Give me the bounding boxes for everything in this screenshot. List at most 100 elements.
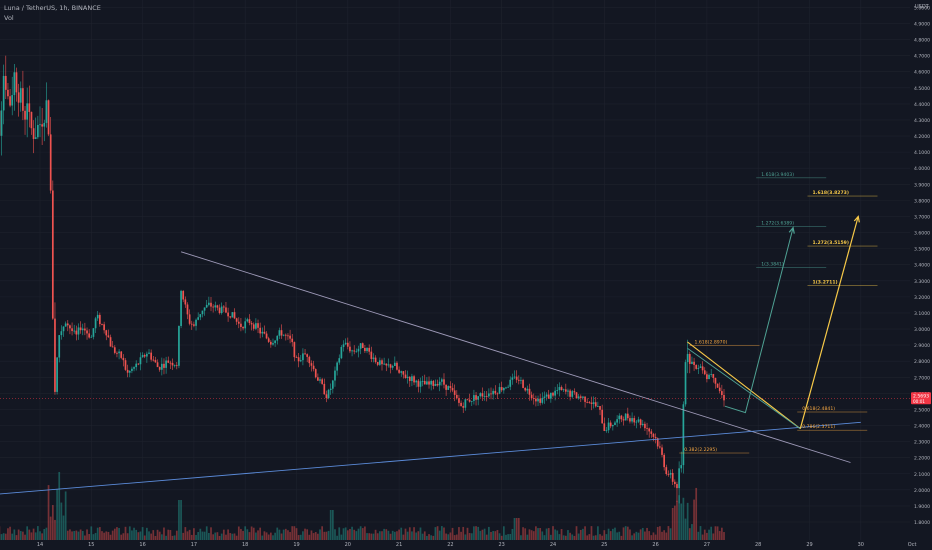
wedge-lower-line[interactable] <box>687 347 801 430</box>
volume-bar <box>530 530 533 540</box>
volume-bar <box>498 533 501 540</box>
volume-bar <box>259 527 262 540</box>
candle-body <box>105 330 108 336</box>
yellow-projection-arrow[interactable] <box>799 216 859 429</box>
volume-bar <box>4 533 7 540</box>
symbol-title[interactable]: Luna / TetherUS, 1h, BINANCE <box>4 4 101 12</box>
candle-body <box>419 381 422 387</box>
price-tick: 2.2000 <box>914 456 930 462</box>
candle-body <box>51 190 54 319</box>
candle-body <box>492 390 494 395</box>
volume-bar <box>691 524 693 540</box>
candle-body <box>353 350 356 352</box>
candle-body <box>509 379 512 387</box>
candle-body <box>697 367 700 369</box>
upper-trendline[interactable] <box>180 251 851 463</box>
candle-body <box>77 327 80 335</box>
volume-bar <box>64 491 67 540</box>
candle-body <box>408 376 411 382</box>
volume-bar <box>118 527 120 540</box>
volume-bar <box>124 526 127 540</box>
candle-body <box>302 353 304 361</box>
candle-body <box>109 337 112 347</box>
volume-bar <box>205 526 208 540</box>
candle-body <box>137 363 140 365</box>
volume-bar <box>225 534 227 540</box>
volume-bar <box>208 532 210 540</box>
volume-bar <box>43 529 46 540</box>
candle-body <box>0 110 3 136</box>
time-tick: 28 <box>755 542 761 548</box>
time-tick: Oct <box>908 542 917 548</box>
volume-bar <box>295 528 298 540</box>
volume-bar <box>616 532 618 540</box>
time-tick: 20 <box>345 542 351 548</box>
drawings[interactable] <box>0 215 910 498</box>
volume-bar <box>554 529 556 540</box>
price-tick: 3.6000 <box>914 231 930 237</box>
volume-bar <box>370 533 373 540</box>
wedge-upper-line[interactable] <box>687 341 801 430</box>
volume-bar <box>9 526 11 540</box>
time-tick: 27 <box>704 542 710 548</box>
candle-body <box>327 389 330 399</box>
volume-bar <box>697 531 700 540</box>
candle-body <box>94 318 97 329</box>
candle-body <box>111 346 114 348</box>
candle-body <box>494 390 497 394</box>
price-tick: 4.7000 <box>914 54 930 60</box>
volume-bar <box>160 534 163 540</box>
candle-body <box>287 335 289 337</box>
volume-bar <box>573 535 576 540</box>
volume-bar <box>293 526 296 540</box>
candle-body <box>267 338 270 342</box>
volume-bar <box>652 532 655 540</box>
candle-body <box>455 394 458 399</box>
candle-body <box>567 390 569 392</box>
candle-body <box>656 438 659 447</box>
candle-body <box>346 342 349 347</box>
fib-label: 0.618(2.4841) <box>802 406 835 412</box>
candle-body <box>552 392 554 396</box>
volume-bar <box>180 500 182 540</box>
volume-bar <box>111 530 114 540</box>
volume-bar <box>676 500 678 540</box>
lower-trendline[interactable] <box>0 421 861 498</box>
candle-body <box>45 100 48 123</box>
price-tick: 4.5000 <box>914 86 930 92</box>
candle-body <box>496 393 499 395</box>
volume-bar <box>453 535 456 540</box>
volume-bar <box>28 529 31 540</box>
price-tick: 2.5000 <box>914 407 930 413</box>
candle-body <box>156 362 159 368</box>
candle-body <box>710 374 713 375</box>
volume-bar <box>629 529 631 540</box>
volume-bar <box>684 518 687 540</box>
candle-body <box>317 377 319 381</box>
candle-body <box>678 468 680 489</box>
candle-body <box>526 388 529 391</box>
volume-bar <box>417 531 420 540</box>
volume-bar <box>306 529 309 540</box>
candle-body <box>582 396 584 398</box>
volume-bar <box>659 526 661 540</box>
volume-bar <box>535 526 537 540</box>
teal-projection-arrow[interactable] <box>724 227 794 414</box>
candle-body <box>96 314 99 319</box>
volume-bar <box>396 531 398 540</box>
volume-bar <box>184 527 187 540</box>
candle-body <box>133 367 135 369</box>
volume-bar <box>237 526 240 540</box>
time-axis[interactable]: 14 15 16 17 18 19 20 21 22 23 24 25 26 27 28 29 30 Oct <box>37 542 917 548</box>
candle-body <box>203 307 206 311</box>
volume-bar <box>167 529 170 540</box>
volume-bar <box>447 534 450 540</box>
price-axis[interactable]: USDT 1.8000 1.9000 2.0000 2.1000 2.2000 2.3000… <box>910 0 932 550</box>
candle-body <box>635 421 638 423</box>
candle-body <box>541 397 544 403</box>
candle-body <box>180 290 182 326</box>
volume-bar <box>302 531 304 540</box>
volume-bar <box>263 531 266 540</box>
volume-bar <box>612 528 614 540</box>
